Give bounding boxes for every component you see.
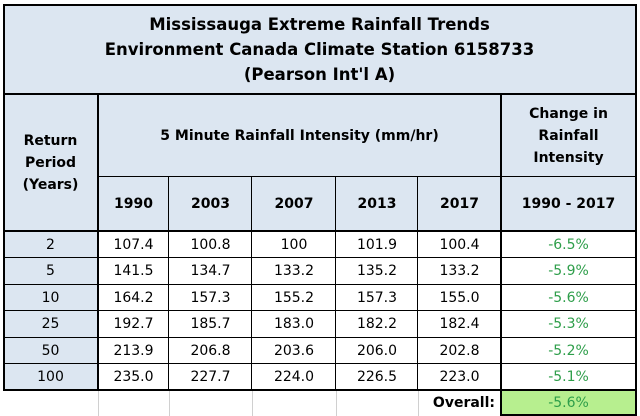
- intensity-header-label: 5 Minute Rainfall Intensity (mm/hr): [160, 127, 439, 144]
- border-line: [500, 414, 637, 416]
- value-cell: 164.2: [113, 289, 154, 306]
- value-cell: 100.8: [190, 236, 231, 253]
- overall-label: Overall:: [432, 395, 495, 411]
- value-cell: 157.3: [356, 289, 398, 306]
- period-cell: 50: [41, 342, 60, 359]
- return-period-line-1: Return: [23, 132, 78, 149]
- value-cell: 235.0: [113, 369, 154, 385]
- title-line-3: (Pearson Int'l A): [243, 64, 396, 84]
- return-period-line-2: Period: [24, 154, 77, 171]
- value-cell: 133.2: [273, 263, 315, 279]
- border-line: [3, 230, 637, 232]
- period-cell: 5: [46, 263, 55, 279]
- border-line: [635, 4, 637, 391]
- intensity-header: 5 Minute Rainfall Intensity (mm/hr): [98, 94, 501, 177]
- value-cell: 206.8: [190, 342, 231, 359]
- value-cell: 223.0: [439, 369, 480, 385]
- value-cell: 133.2: [439, 263, 480, 279]
- change-cell: -5.9%: [548, 263, 589, 279]
- value-cell: 226.5: [356, 369, 398, 385]
- title-line-1: Mississauga Extreme Rainfall Trends: [149, 14, 490, 34]
- border-line: [3, 4, 5, 391]
- value-cell: 183.0: [273, 316, 315, 332]
- border-line: [417, 177, 418, 390]
- border-line: [3, 284, 637, 285]
- title-line-2: Environment Canada Climate Station 61587…: [104, 39, 535, 59]
- change-header-line-2: Rainfall: [538, 127, 599, 144]
- grid-line: [98, 390, 99, 416]
- value-cell: 206.0: [356, 342, 398, 359]
- value-cell: 192.7: [113, 316, 154, 332]
- border-line: [3, 93, 637, 95]
- change-cell: -5.2%: [548, 342, 589, 359]
- value-cell: 155.0: [439, 289, 480, 306]
- value-cell: 182.4: [439, 316, 480, 332]
- change-cell: -5.6%: [548, 289, 589, 306]
- change-cell: -6.5%: [548, 236, 589, 253]
- value-cell: 202.8: [439, 342, 480, 359]
- grid-line: [252, 390, 253, 416]
- grid-line: [336, 390, 337, 416]
- border-line: [500, 94, 502, 416]
- change-cell: -5.3%: [548, 316, 589, 332]
- border-line: [168, 177, 169, 390]
- period-cell: 100: [37, 369, 64, 385]
- year-header-1990: 1990: [98, 177, 169, 231]
- year-header-2007: 2007: [252, 177, 336, 231]
- value-cell: 101.9: [356, 236, 398, 253]
- border-line: [3, 4, 637, 6]
- value-cell: 107.4: [113, 236, 154, 253]
- border-line: [635, 390, 637, 416]
- value-cell: 224.0: [273, 369, 315, 385]
- period-cell: 10: [41, 289, 60, 306]
- value-cell: 185.7: [190, 316, 231, 332]
- year-header-2013: 2013: [336, 177, 418, 231]
- change-range-header: 1990 - 2017: [501, 177, 636, 231]
- border-line: [3, 337, 637, 338]
- value-cell: 213.9: [113, 342, 154, 359]
- value-cell: 135.2: [356, 263, 398, 279]
- value-cell: 100.4: [439, 236, 480, 253]
- value-cell: 182.2: [356, 316, 398, 332]
- value-cell: 134.7: [190, 263, 231, 279]
- year-header-2017: 2017: [418, 177, 501, 231]
- value-cell: 157.3: [190, 289, 231, 306]
- border-line: [98, 176, 637, 177]
- border-line: [3, 310, 637, 311]
- change-header-line-3: Intensity: [533, 149, 604, 166]
- change-cell: -5.1%: [548, 369, 589, 385]
- return-period-header: Return Period (Years): [3, 94, 98, 231]
- border-line: [3, 363, 637, 364]
- border-line: [3, 257, 637, 258]
- grid-line: [418, 390, 419, 416]
- year-header-2003: 2003: [169, 177, 252, 231]
- change-header-line-1: Change in: [529, 105, 608, 122]
- change-header: Change in Rainfall Intensity: [501, 94, 636, 177]
- border-line: [3, 389, 637, 391]
- table-title: Mississauga Extreme Rainfall Trends Envi…: [3, 4, 636, 94]
- grid-line: [169, 390, 170, 416]
- value-cell: 100: [280, 236, 308, 253]
- value-cell: 203.6: [273, 342, 315, 359]
- border-line: [335, 177, 336, 390]
- value-cell: 141.5: [113, 263, 154, 279]
- value-cell: 155.2: [273, 289, 315, 306]
- value-cell: 227.7: [190, 369, 231, 385]
- border-line: [251, 177, 252, 390]
- period-cell: 25: [41, 316, 60, 332]
- border-line: [97, 94, 99, 391]
- overall-value: -5.6%: [501, 390, 636, 416]
- period-cell: 2: [46, 236, 55, 253]
- return-period-line-3: (Years): [22, 176, 79, 193]
